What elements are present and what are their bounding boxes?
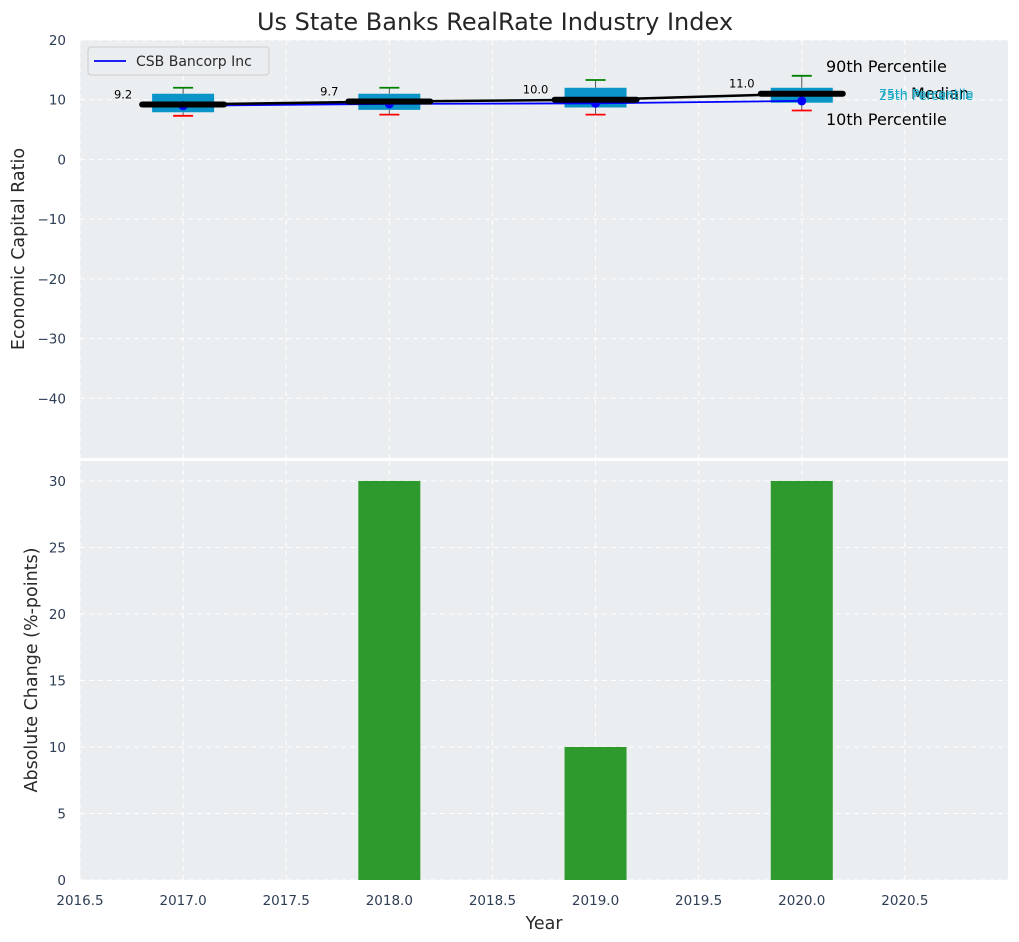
bottom-plot-area — [80, 461, 1008, 880]
top-y-tick-label: 10 — [49, 93, 66, 109]
annotation-75th: 75th Percentile — [879, 86, 974, 101]
median-label: 9.2 — [114, 87, 132, 101]
bottom-y-tick-label: 15 — [49, 673, 66, 689]
bottom-y-tick-label: 0 — [57, 873, 66, 889]
x-tick-label: 2017.5 — [263, 893, 310, 909]
legend-label: CSB Bancorp Inc — [136, 54, 252, 70]
bottom-y-tick-label: 20 — [49, 607, 66, 623]
company-series-line — [183, 100, 802, 107]
bottom-y-tick-label: 10 — [49, 740, 66, 756]
annotation-median: Median — [911, 84, 969, 103]
top-y-tick-label: −20 — [38, 272, 67, 288]
x-tick-label: 2017.0 — [159, 893, 206, 909]
x-tick-label: 2020.0 — [778, 893, 825, 909]
chart-title: Us State Banks RealRate Industry Index — [257, 8, 733, 36]
bottom-y-ticks: 0 5 10 15 20 25 30 — [49, 474, 66, 889]
x-tick-label: 2020.5 — [881, 893, 928, 909]
bottom-y-tick-label: 30 — [49, 474, 66, 490]
company-point — [797, 96, 807, 106]
legend-box — [87, 46, 270, 76]
annotation-25th: 25th Percentile — [879, 88, 974, 103]
median-trend-line — [183, 92, 802, 106]
x-tick-label: 2019.0 — [572, 893, 619, 909]
x-tick-label: 2018.5 — [469, 893, 516, 909]
bottom-y-axis-label: Absolute Change (%-points) — [22, 548, 42, 793]
median-label: 11.0 — [729, 77, 755, 91]
top-plot-area — [80, 40, 1008, 458]
percentile-annotations: 90th Percentile Median 10th Percentile 7… — [826, 57, 974, 129]
top-y-ticks: 20 10 0 −10 −20 −30 −40 — [38, 33, 67, 407]
x-ticks: 2016.5 2017.0 2017.5 2018.0 2018.5 2019.0 2019… — [56, 893, 928, 909]
bar — [770, 480, 833, 880]
top-y-tick-label: −10 — [38, 212, 67, 228]
top-y-tick-label: 0 — [57, 152, 66, 168]
median-label: 10.0 — [523, 83, 549, 97]
top-y-tick-label: −30 — [38, 332, 67, 348]
legend: CSB Bancorp Inc — [87, 46, 270, 76]
x-tick-label: 2018.0 — [366, 893, 413, 909]
top-y-tick-label: 20 — [49, 33, 66, 49]
bottom-marks — [358, 480, 833, 880]
bar — [358, 480, 421, 880]
x-tick-label: 2016.5 — [56, 893, 103, 909]
bottom-y-tick-label: 25 — [49, 540, 66, 556]
median-label: 9.7 — [320, 85, 338, 99]
annotation-90th: 90th Percentile — [826, 57, 947, 76]
bottom-y-tick-label: 5 — [57, 806, 66, 822]
annotation-10th: 10th Percentile — [826, 110, 947, 129]
x-axis-label: Year — [524, 914, 563, 934]
top-grid — [79, 39, 1008, 458]
top-marks: 9.2 9.7 10.0 11.0 — [114, 74, 846, 117]
top-y-axis-label: Economic Capital Ratio — [9, 148, 29, 350]
bar — [564, 746, 627, 880]
x-tick-label: 2019.5 — [675, 893, 722, 909]
top-y-tick-label: −40 — [38, 391, 67, 407]
